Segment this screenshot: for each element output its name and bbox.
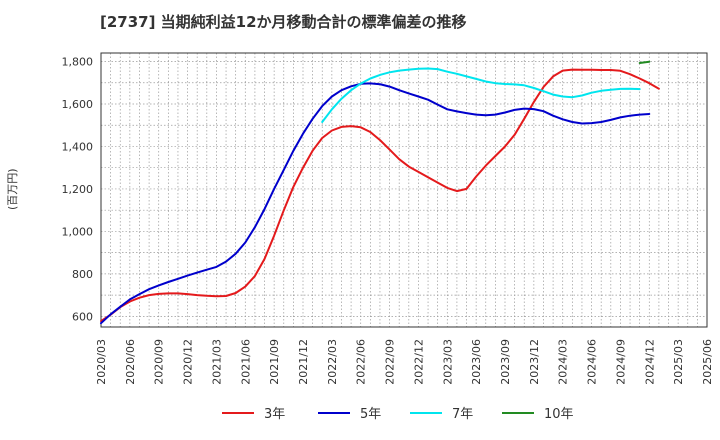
x-tick-label: 2024/12 (643, 339, 656, 385)
x-tick-label: 2025/03 (672, 339, 685, 385)
y-tick-label: 1,800 (62, 55, 94, 68)
y-tick-label: 1,400 (62, 140, 94, 153)
x-tick-label: 2022/12 (412, 339, 425, 385)
x-tick-label: 2024/03 (557, 339, 570, 385)
x-tick-label: 2023/06 (470, 339, 483, 385)
x-tick-label: 2020/09 (153, 339, 166, 385)
x-tick-label: 2023/12 (528, 339, 541, 385)
y-tick-label: 1,600 (62, 98, 94, 111)
series-line-10年 (638, 60, 651, 64)
chart-title: [2737] 当期純利益12か月移動合計の標準偏差の推移 (100, 13, 467, 31)
x-tick-label: 2022/03 (326, 339, 339, 385)
x-tick-label: 2021/09 (268, 339, 281, 385)
x-tick-label: 2021/03 (210, 339, 223, 385)
x-tick-label: 2020/03 (95, 339, 108, 385)
y-tick-label: 1,000 (62, 225, 94, 238)
y-tick-label: 800 (72, 268, 93, 281)
x-tick-label: 2020/12 (182, 339, 195, 385)
plot-frame (100, 52, 708, 328)
x-tick-label: 2020/06 (124, 339, 137, 385)
series-line-7年 (321, 67, 641, 123)
legend-label: 10年 (544, 407, 574, 422)
x-tick-label: 2023/03 (441, 339, 454, 385)
x-tick-label: 2022/09 (384, 339, 397, 385)
series-line-5年 (100, 82, 651, 325)
x-tick-label: 2022/06 (355, 339, 368, 385)
y-tick-label: 600 (72, 310, 93, 323)
x-tick-label: 2025/06 (701, 339, 714, 385)
x-tick-label: 2024/06 (586, 339, 599, 385)
legend-label: 7年 (452, 407, 473, 422)
legend-label: 5年 (360, 407, 381, 422)
y-tick-label: 1,200 (62, 183, 94, 196)
legend-label: 3年 (264, 407, 285, 422)
x-tick-label: 2024/09 (614, 339, 627, 385)
x-tick-label: 2023/09 (499, 339, 512, 385)
x-tick-label: 2021/06 (239, 339, 252, 385)
series-line-3年 (100, 68, 660, 323)
x-tick-label: 2021/12 (297, 339, 310, 385)
